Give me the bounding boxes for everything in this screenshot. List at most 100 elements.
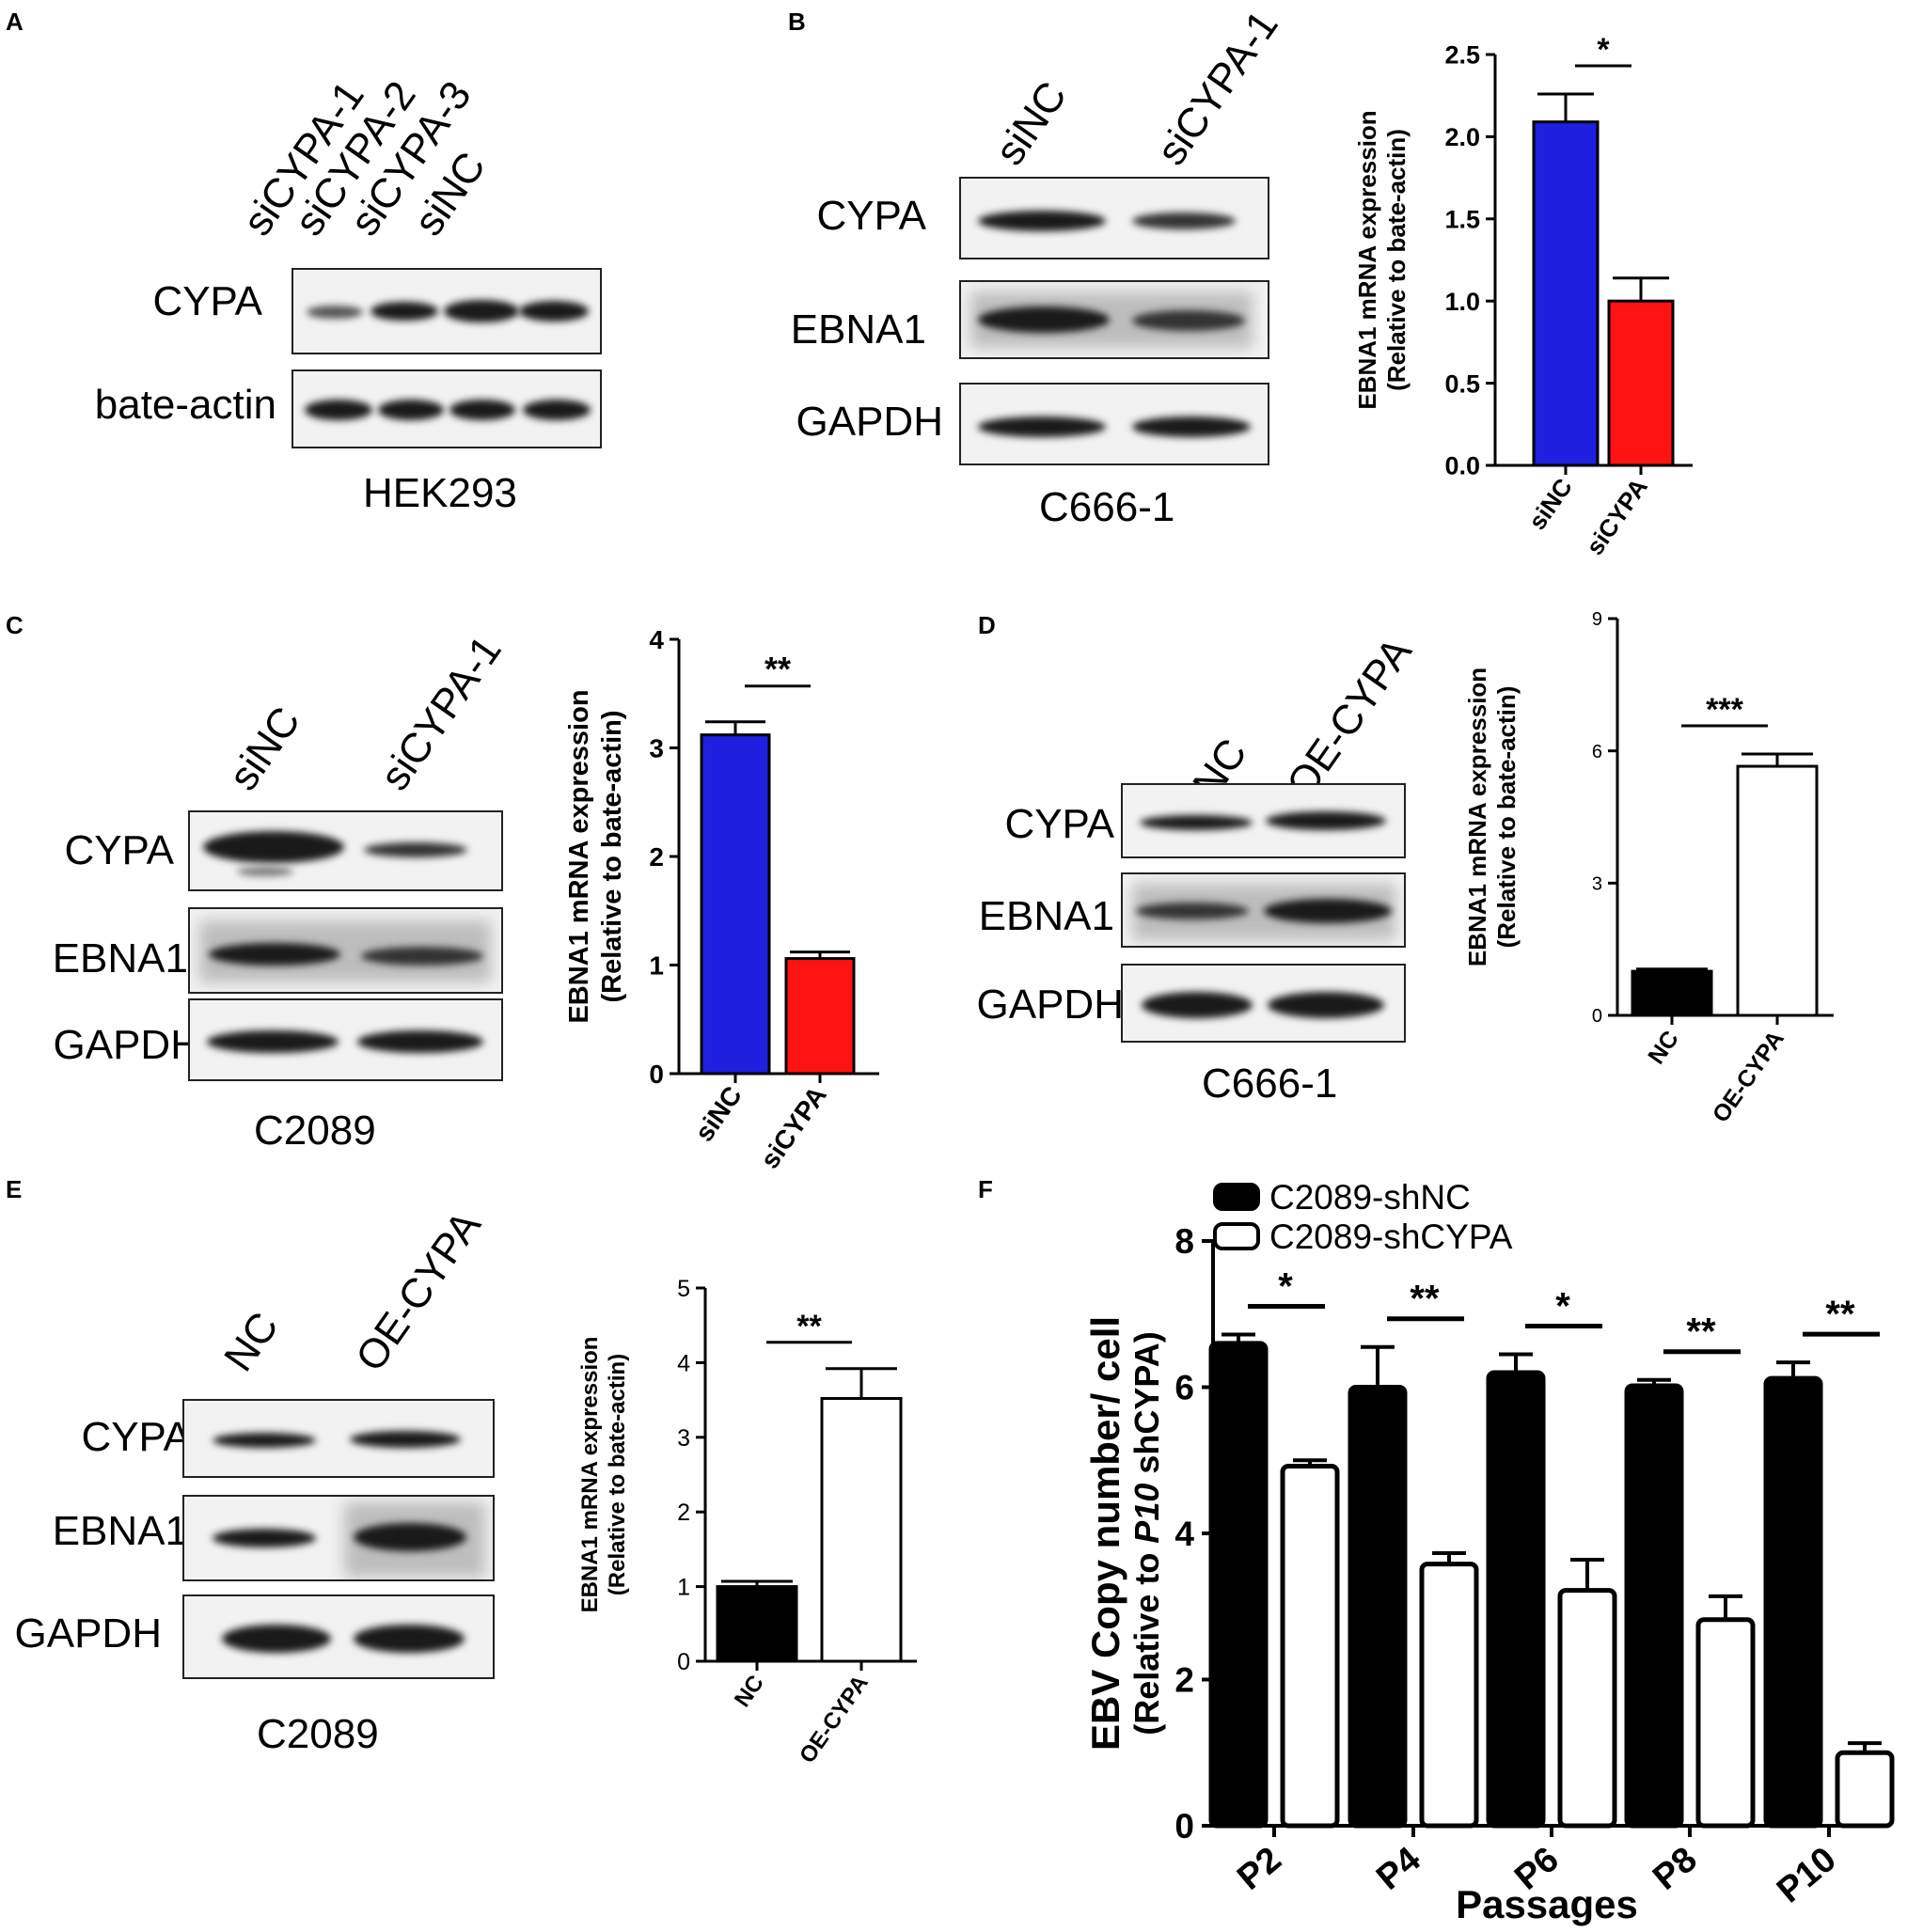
lane-label: siNC [220, 699, 309, 799]
blot-row-label: GAPDH [14, 1610, 162, 1657]
cell-line-label: C666-1 [1202, 1060, 1338, 1107]
x-tick-label: OE-CYPA [1708, 1026, 1789, 1127]
bar [1835, 1750, 1895, 1829]
y-axis-label: EBNA1 mRNA expression [1353, 110, 1381, 409]
x-tick-label: siNC [1522, 473, 1578, 535]
y-tick-label: 1.0 [1444, 288, 1480, 316]
blot-row-label: CYPA [64, 827, 174, 873]
y-tick-label: 6 [1174, 1369, 1194, 1407]
y-axis-label: EBNA1 mRNA expression [564, 689, 594, 1023]
significance-marker: * [1278, 1266, 1293, 1308]
western-blot-gapdh [959, 383, 1269, 465]
y-axis-sublabel: (Relative to P10 shCYPA) [1127, 1331, 1166, 1735]
x-tick-label: siCYPA [755, 1081, 832, 1174]
cell-line-label: C2089 [254, 1107, 376, 1154]
lane-label: siNC [986, 73, 1076, 174]
cell-line-label: C2089 [257, 1711, 379, 1757]
western-blot-cypa [959, 177, 1269, 259]
lane-label: siCYPA-1 [1148, 2, 1287, 174]
cell-line-label: C666-1 [1039, 484, 1175, 530]
significance-marker: ** [764, 650, 791, 688]
blot-row-label: EBNA1 [790, 306, 926, 353]
y-tick-label: 9 [1592, 609, 1602, 630]
legend-label: C2089-shNC [1269, 1178, 1471, 1217]
x-tick-label: P8 [1646, 1840, 1705, 1898]
bar [1695, 1617, 1756, 1829]
x-tick-label: P10 [1770, 1840, 1844, 1911]
panel-a-letter: A [6, 8, 24, 36]
legend-swatch [1213, 1183, 1260, 1211]
bar [1763, 1375, 1823, 1829]
bar-chart-d: 0 3 6 9 EBNA1 mRNA expression (Relative to ba… [1463, 609, 1834, 1127]
y-tick-label: 2 [1174, 1661, 1194, 1700]
bar [1532, 120, 1600, 467]
blot-row-label: CYPA [1004, 801, 1114, 847]
y-axis-label: (Relative to bate-actin) [1382, 129, 1411, 391]
y-tick-label: 4 [677, 1350, 690, 1376]
x-tick-label: NC [730, 1671, 769, 1712]
y-tick-label: 0 [1592, 1006, 1602, 1027]
western-blot-cypa [1121, 783, 1406, 858]
y-tick-label: 4 [649, 625, 664, 654]
legend-label: C2089-shCYPA [1269, 1217, 1513, 1256]
significance-marker: ** [1410, 1279, 1440, 1320]
y-tick-label: 8 [1174, 1222, 1194, 1261]
y-tick-label: 5 [677, 1276, 690, 1302]
y-axis-label: EBNA1 mRNA expression [1463, 668, 1491, 966]
western-blot-gapdh [182, 1594, 495, 1679]
western-blot-ebna1 [1121, 872, 1406, 948]
blot-row-label: GAPDH [53, 1022, 200, 1068]
y-tick-label: 1 [649, 951, 664, 981]
lane-label: siCYPA-1 [371, 627, 511, 799]
bar [716, 1585, 798, 1663]
significance-marker: *** [1706, 692, 1743, 728]
western-blot-ebna1 [182, 1495, 495, 1581]
western-blot-cypa [292, 268, 602, 354]
y-axis-label: (Relative to bate-actin) [1492, 686, 1521, 949]
panel-d-letter: D [978, 611, 996, 639]
y-tick-label: 0 [1174, 1807, 1194, 1846]
y-tick-label: 3 [649, 734, 664, 763]
significance-marker: ** [796, 1309, 822, 1344]
y-tick-label: 4 [1174, 1515, 1194, 1553]
y-tick-label: 2 [649, 842, 664, 872]
western-blot-gapdh [188, 998, 503, 1081]
blot-row-label: GAPDH [976, 982, 1124, 1028]
bar [1607, 299, 1675, 467]
y-tick-label: 3 [1592, 874, 1602, 895]
significance-marker: ** [1825, 1294, 1855, 1335]
bar-chart-b: 0.0 0.5 1.0 1.5 2.0 2.5 EBNA1 mRNA expression(… [1353, 32, 1693, 560]
panel-e-letter: E [6, 1175, 23, 1203]
bar [784, 957, 856, 1076]
bar [1208, 1341, 1269, 1829]
blot-row-label: EBNA1 [52, 1508, 188, 1554]
y-tick-label: 0.0 [1444, 452, 1480, 480]
blot-row-label: EBNA1 [52, 935, 188, 982]
y-tick-label: 3 [677, 1425, 690, 1452]
blot-row-label: EBNA1 [978, 893, 1114, 939]
bar [1486, 1370, 1546, 1829]
panel-f-letter: F [978, 1175, 993, 1203]
x-tick-label: P4 [1369, 1840, 1428, 1898]
panel-c-letter: C [6, 611, 24, 639]
western-blot-ebna1 [188, 907, 503, 994]
x-tick-label: siNC [689, 1081, 748, 1147]
y-tick-label: 2.0 [1444, 123, 1480, 151]
x-axis-label: Passages [1456, 1882, 1638, 1926]
western-blot-ebna1 [959, 280, 1269, 359]
y-tick-label: 0.5 [1444, 369, 1480, 398]
legend-swatch [1213, 1222, 1260, 1250]
bar-chart-e: 0 1 2 3 4 5 EBNA1 mRNA expression (Relative to … [577, 1276, 917, 1768]
significance-marker: * [1597, 32, 1610, 68]
bar [1557, 1588, 1617, 1829]
blot-row-label: CYPA [816, 193, 926, 239]
western-blot-cypa [182, 1399, 495, 1478]
x-tick-label: NC [1643, 1026, 1684, 1069]
x-tick-label: OE-CYPA [795, 1671, 874, 1768]
cell-line-label: HEK293 [363, 470, 517, 516]
blot-row-label: CYPA [152, 278, 262, 324]
lane-label: OE-CYPA [347, 1202, 490, 1380]
western-blot-actin [292, 369, 602, 448]
y-axis-label: EBV Copy number/ cell [1083, 1316, 1127, 1751]
significance-marker: ** [1686, 1312, 1716, 1353]
